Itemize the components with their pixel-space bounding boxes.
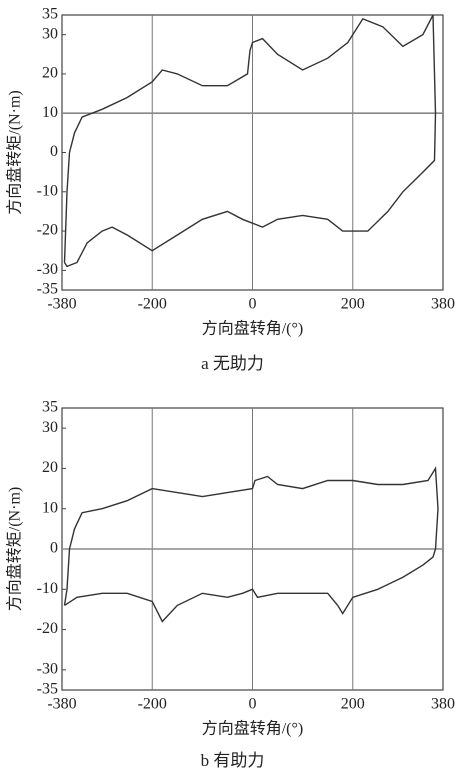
x-tick-label: 380	[431, 296, 455, 313]
y-tick-label: 0	[50, 143, 58, 160]
y-tick-label: -20	[37, 222, 58, 239]
series-line	[63, 466, 439, 623]
x-tick-label: 0	[249, 296, 257, 313]
x-tick-label: 200	[341, 696, 365, 713]
y-axis-label: 方向盘转矩/(N·m)	[5, 90, 24, 214]
y-tick-label: 20	[42, 65, 58, 82]
y-tick-label: 30	[42, 419, 58, 436]
y-tick-label: 0	[50, 540, 58, 557]
y-tick-label: 10	[42, 499, 58, 516]
y-tick-label: 35	[42, 6, 58, 23]
y-tick-label: -30	[37, 661, 58, 678]
x-axis-label: 方向盘转角/(°)	[202, 719, 304, 738]
y-tick-label: 10	[42, 104, 58, 121]
y-axis-label: 方向盘转矩/(N·m)	[5, 487, 24, 611]
x-tick-label: -200	[138, 296, 167, 313]
y-tick-label: -20	[37, 620, 58, 637]
x-axis-label: 方向盘转角/(°)	[202, 319, 304, 338]
caption: b 有助力	[201, 751, 265, 770]
y-tick-label: 35	[42, 399, 58, 416]
x-tick-label: 380	[431, 696, 455, 713]
x-tick-label: -380	[47, 696, 76, 713]
x-tick-label: 200	[341, 296, 365, 313]
y-tick-label: -35	[37, 281, 58, 298]
x-tick-label: -380	[47, 296, 76, 313]
y-tick-label: -30	[37, 261, 58, 278]
caption: a 无助力	[201, 354, 264, 373]
x-tick-label: -200	[138, 696, 167, 713]
y-tick-label: -10	[37, 580, 58, 597]
y-tick-label: 20	[42, 459, 58, 476]
y-tick-label: 30	[42, 25, 58, 42]
y-tick-label: -35	[37, 681, 58, 698]
x-tick-label: 0	[249, 696, 257, 713]
y-tick-label: -10	[37, 182, 58, 199]
series-line	[63, 14, 437, 268]
